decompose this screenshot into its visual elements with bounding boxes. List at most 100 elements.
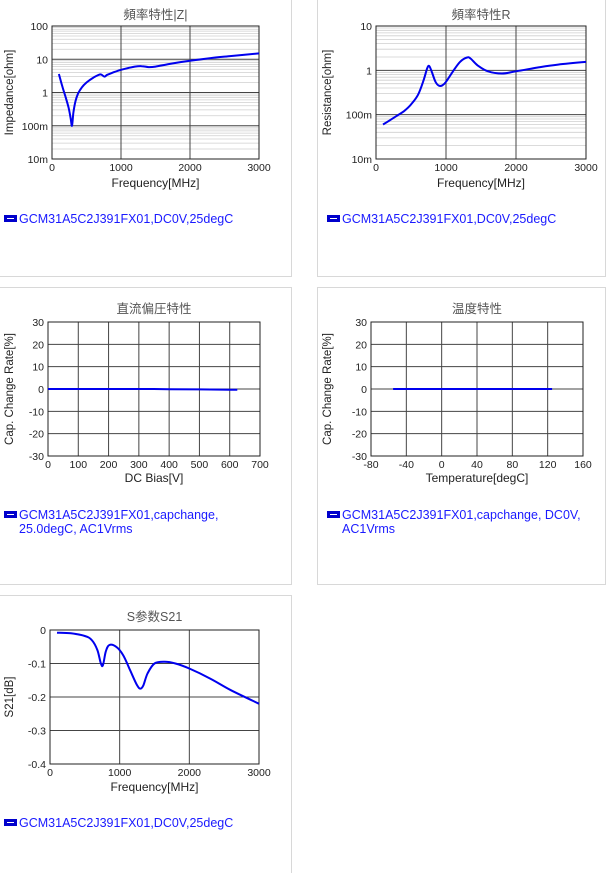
x-tick-label: 120 — [539, 459, 557, 471]
legend-label-line2: 25.0degC, AC1Vrms — [19, 522, 133, 536]
s21-chart: S参数S21 0 1000 2000 3000 -0.4 -0.3 -0.2 -0.1 0 Freq… — [4, 609, 271, 794]
x-tick-label: -80 — [363, 459, 378, 471]
x-tick-label: 0 — [49, 162, 55, 174]
dc-bias-panel: 直流偏圧特性 0 100 200 300 400 500 600 700 -30 -20 -10 0 10… — [0, 287, 292, 585]
x-tick-label: -40 — [399, 459, 414, 471]
dc-bias-legend[interactable]: GCM31A5C2J391FX01,capchange, 25.0degC, A… — [4, 508, 218, 536]
chart-title: 直流偏圧特性 — [116, 301, 191, 316]
y-tick-label: 0 — [40, 625, 46, 637]
y-tick-label: 30 — [355, 317, 367, 329]
y-tick-label: 1 — [366, 65, 372, 77]
y-tick-label: -30 — [352, 451, 367, 463]
x-tick-label: 0 — [47, 767, 53, 779]
y-tick-label: 20 — [355, 339, 367, 351]
series-line — [56, 631, 260, 705]
y-tick-label: 0 — [38, 384, 44, 396]
x-tick-label: 200 — [100, 459, 118, 471]
x-tick-label: 160 — [574, 459, 592, 471]
x-tick-label: 40 — [471, 459, 483, 471]
temperature-legend[interactable]: GCM31A5C2J391FX01,capchange, DC0V, AC1Vr… — [327, 508, 581, 536]
x-tick-label: 500 — [191, 459, 209, 471]
x-axis-label: Frequency[MHz] — [111, 176, 199, 190]
resistance-panel: 頻率特性R 0 1000 2000 3000 10m 100m 1 10 Frequency[MH… — [317, 0, 606, 277]
legend-swatch-icon — [4, 215, 17, 223]
y-tick-label: -20 — [352, 429, 367, 441]
legend-label: GCM31A5C2J391FX01,DC0V,25degC — [19, 212, 234, 226]
y-tick-label: 30 — [32, 317, 44, 329]
plot-frame — [375, 25, 587, 160]
y-tick-label: -0.2 — [28, 692, 46, 704]
plot-frame — [49, 629, 260, 765]
y-axis-label: S21[dB] — [4, 677, 16, 718]
y-axis-label: Resistance[ohm] — [322, 50, 334, 136]
temperature-chart: 温度特性 -80 -40 0 40 80 120 160 -30 -20 -10 0 10 20 30 Tem… — [322, 301, 592, 485]
series-line — [57, 52, 260, 127]
y-tick-label: -10 — [352, 406, 367, 418]
resistance-legend[interactable]: GCM31A5C2J391FX01,DC0V,25degC — [327, 212, 556, 226]
y-tick-label: -20 — [29, 429, 44, 441]
legend-swatch-icon — [4, 819, 17, 827]
x-tick-label: 80 — [506, 459, 518, 471]
resistance-chart: 頻率特性R 0 1000 2000 3000 10m 100m 1 10 Frequency[MH… — [322, 7, 598, 190]
series-line — [382, 56, 587, 126]
legend-label: GCM31A5C2J391FX01,DC0V,25degC — [342, 212, 557, 226]
x-tick-label: 1000 — [434, 162, 458, 174]
y-tick-label: -0.4 — [28, 759, 46, 771]
y-tick-label: -0.3 — [28, 726, 46, 738]
y-tick-label: -0.1 — [28, 659, 46, 671]
legend-label: GCM31A5C2J391FX01,DC0V,25degC — [19, 816, 234, 830]
x-tick-label: 2000 — [504, 162, 528, 174]
x-tick-label: 400 — [160, 459, 178, 471]
x-tick-label: 300 — [130, 459, 148, 471]
y-tick-label: 10 — [36, 54, 48, 66]
series-line — [47, 388, 238, 391]
x-tick-label: 100 — [70, 459, 88, 471]
x-tick-label: 3000 — [574, 162, 598, 174]
x-axis-label: DC Bias[V] — [125, 471, 184, 485]
y-tick-label: 10m — [28, 154, 49, 166]
legend-swatch-icon — [4, 511, 17, 519]
impedance-legend[interactable]: GCM31A5C2J391FX01,DC0V,25degC — [4, 212, 233, 226]
temperature-panel: 温度特性 -80 -40 0 40 80 120 160 -30 -20 -10 0 10 20 30 Tem… — [317, 287, 606, 585]
chart-title: 頻率特性|Z| — [123, 7, 187, 22]
y-tick-label: 10 — [360, 21, 372, 33]
chart-title: 温度特性 — [452, 301, 502, 316]
s21-panel: S参数S21 0 1000 2000 3000 -0.4 -0.3 -0.2 -0.1 0 Freq… — [0, 595, 292, 873]
plot-frame — [370, 321, 584, 457]
y-tick-label: 100m — [346, 110, 373, 122]
y-tick-label: -10 — [29, 406, 44, 418]
legend-label-line2: AC1Vrms — [342, 522, 396, 536]
dc-bias-chart: 直流偏圧特性 0 100 200 300 400 500 600 700 -30 -20 -10 0 10… — [4, 301, 269, 485]
x-tick-label: 0 — [439, 459, 445, 471]
y-tick-label: 100 — [30, 21, 48, 33]
x-axis-label: Frequency[MHz] — [437, 176, 525, 190]
legend-label-line1: GCM31A5C2J391FX01,capchange, — [19, 508, 219, 522]
legend-label-line1: GCM31A5C2J391FX01,capchange, DC0V, — [342, 508, 581, 522]
x-tick-label: 1000 — [109, 162, 133, 174]
y-tick-label: 1 — [42, 88, 48, 100]
y-tick-label: 10 — [32, 362, 44, 374]
y-axis-label: Cap. Change Rate[%] — [4, 333, 16, 445]
impedance-chart: 頻率特性|Z| 0 1000 2000 3000 10m 100m 1 10 100 Frequen… — [4, 7, 271, 190]
chart-title: 頻率特性R — [451, 7, 510, 22]
x-tick-label: 0 — [373, 162, 379, 174]
x-tick-label: 600 — [221, 459, 239, 471]
y-axis-label: Impedance[ohm] — [4, 50, 16, 136]
y-tick-label: 10m — [352, 154, 373, 166]
legend-swatch-icon — [327, 215, 340, 223]
chart-title: S参数S21 — [127, 609, 183, 624]
x-axis-label: Temperature[degC] — [426, 471, 529, 485]
x-tick-label: 2000 — [178, 767, 202, 779]
x-tick-label: 1000 — [108, 767, 132, 779]
y-tick-label: 10 — [355, 362, 367, 374]
legend-swatch-icon — [327, 511, 340, 519]
impedance-panel: 頻率特性|Z| 0 1000 2000 3000 10m 100m 1 10 100 Frequen… — [0, 0, 292, 277]
x-tick-label: 0 — [45, 459, 51, 471]
x-axis-label: Frequency[MHz] — [110, 780, 198, 794]
y-tick-label: 100m — [22, 121, 49, 133]
x-tick-label: 700 — [251, 459, 269, 471]
y-axis-label: Cap. Change Rate[%] — [322, 333, 334, 445]
plot-frame — [51, 25, 260, 160]
x-tick-label: 3000 — [247, 767, 271, 779]
s21-legend[interactable]: GCM31A5C2J391FX01,DC0V,25degC — [4, 816, 233, 830]
